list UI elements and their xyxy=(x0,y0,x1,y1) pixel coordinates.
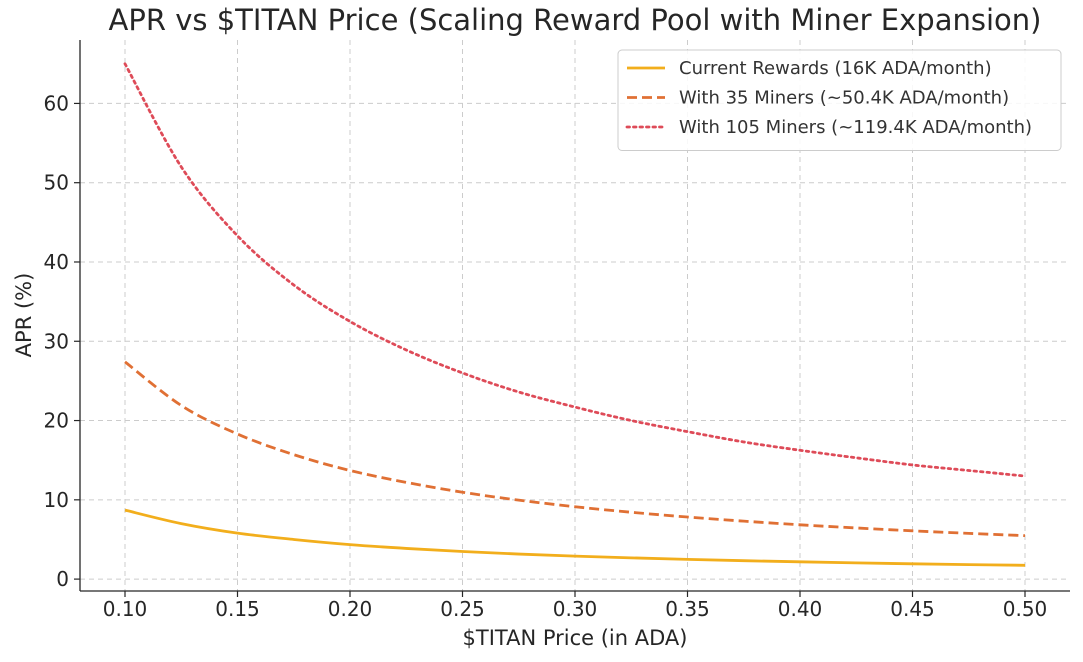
axes: 0.10 0.15 0.20 0.25 0.30 0.35 0.40 0.45 0.50 0 10 2… xyxy=(44,40,1070,621)
y-tick-label: 0 xyxy=(56,567,69,591)
x-tick-label: 0.15 xyxy=(215,597,260,621)
legend-label-1: Current Rewards (16K ADA/month) xyxy=(679,58,992,79)
x-tick-label: 0.25 xyxy=(440,597,485,621)
y-tick-label: 50 xyxy=(44,171,69,195)
x-tick-label: 0.40 xyxy=(778,597,823,621)
x-tick-label: 0.30 xyxy=(553,597,598,621)
series-lines xyxy=(123,62,1027,567)
y-tick-label: 10 xyxy=(44,488,69,512)
y-axis-label: APR (%) xyxy=(12,273,36,358)
legend-box xyxy=(617,49,1062,151)
x-tick-label: 0.20 xyxy=(328,597,373,621)
legend-label-3: With 105 Miners (~119.4K ADA/month) xyxy=(679,117,1032,138)
legend-label-2: With 35 Miners (~50.4K ADA/month) xyxy=(679,88,1009,109)
chart-title: APR vs $TITAN Price (Scaling Reward Pool… xyxy=(109,3,1042,37)
series-line-2 xyxy=(124,360,1026,538)
x-tick-label: 0.10 xyxy=(103,597,148,621)
y-tick-label: 40 xyxy=(44,250,69,274)
x-tick-label: 0.50 xyxy=(1003,597,1048,621)
series-line-3 xyxy=(123,62,1027,478)
y-tick-label: 60 xyxy=(44,91,69,115)
x-tick-label: 0.45 xyxy=(890,597,935,621)
series-line-1 xyxy=(124,508,1026,567)
y-tick-label: 20 xyxy=(44,409,69,433)
legend: Current Rewards (16K ADA/month) With 35 M… xyxy=(617,49,1062,151)
y-tick-label: 30 xyxy=(44,329,69,353)
x-tick-label: 0.35 xyxy=(665,597,710,621)
x-axis-label: $TITAN Price (in ADA) xyxy=(463,626,688,650)
